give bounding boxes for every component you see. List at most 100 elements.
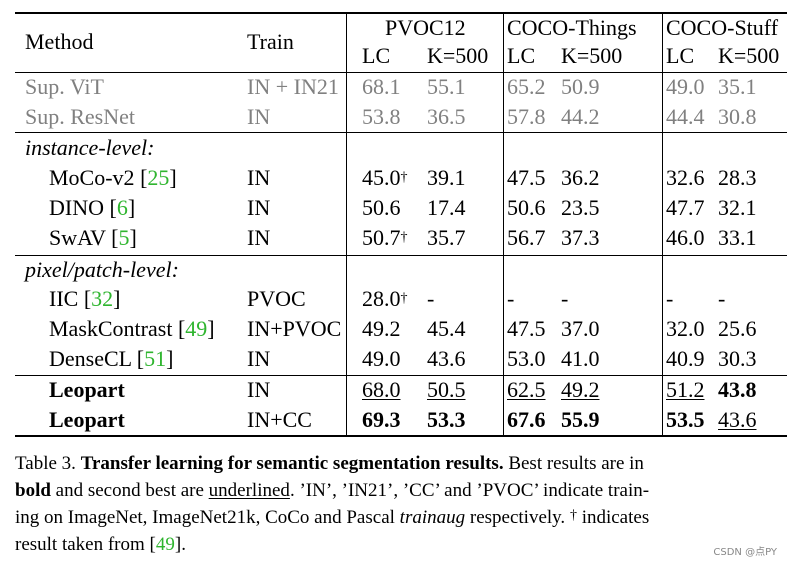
row-value: 35.1 (718, 74, 757, 99)
row-train: IN (247, 377, 271, 402)
row-value-second-best: 49.2 (561, 377, 600, 402)
row-train: IN (247, 104, 271, 129)
row-value: 45.4 (427, 316, 466, 341)
row-train: IN (247, 346, 271, 371)
row-value: 50.6 (507, 195, 546, 220)
caption-text: indicates (576, 507, 650, 528)
section-rule (15, 255, 787, 256)
row-value: 37.0 (561, 316, 600, 341)
row-value: 53.8 (362, 104, 401, 129)
caption-line: ing on ImageNet, ImageNet21k, CoCo and P… (15, 504, 767, 531)
header-sub: LC (666, 43, 695, 68)
row-value: 30.8 (718, 104, 757, 129)
row-value: 55.1 (427, 74, 466, 99)
row-value: - (561, 286, 569, 311)
row-value: 28.3 (718, 165, 757, 190)
row-train: IN (247, 195, 271, 220)
row-value: 68.1 (362, 74, 401, 99)
row-value: 44.2 (561, 104, 600, 129)
caption-text: Best results are in (503, 453, 644, 474)
row-method: Sup. ResNet (25, 104, 135, 129)
row-value: 36.5 (427, 104, 466, 129)
row-train: IN (247, 225, 271, 250)
header-sub: LC (507, 43, 536, 68)
row-value: 32.6 (666, 165, 705, 190)
dagger-mark: † (400, 170, 408, 185)
row-value: 50.6 (362, 195, 401, 220)
section-rule (15, 132, 787, 133)
caption-italic-word: trainaug (399, 507, 466, 528)
row-value: 65.2 (507, 74, 546, 99)
row-train: PVOC (247, 286, 306, 311)
caption-text: ]. (174, 534, 186, 555)
header-rule (15, 72, 787, 73)
citation-link[interactable]: 49 (155, 534, 175, 555)
caption-text: ing on ImageNet, ImageNet21k, CoCo and P… (15, 507, 400, 528)
row-value: 53.0 (507, 346, 546, 371)
row-value: 40.9 (666, 346, 705, 371)
header-train: Train (247, 29, 294, 54)
row-value: 49.0 (666, 74, 705, 99)
row-method: SwAV [5] (49, 225, 137, 250)
header-sub: K=500 (561, 43, 623, 68)
row-value-second-best: 62.5 (507, 377, 546, 402)
row-value: 50.9 (561, 74, 600, 99)
header-group-coco-stuff: COCO-Stuff (666, 15, 779, 40)
citation-link[interactable]: 5 (118, 225, 130, 250)
header-group-coco-things: COCO-Things (507, 15, 637, 40)
value: 45.0 (362, 165, 401, 190)
row-method: Sup. ViT (25, 74, 104, 99)
citation-link[interactable]: 49 (185, 316, 208, 341)
row-value: 39.1 (427, 165, 466, 190)
citation-link[interactable]: 6 (116, 195, 128, 220)
row-value-best: 53.5 (666, 407, 705, 432)
row-method: DINO [6] (49, 195, 136, 220)
row-method-ours: Leopart (49, 407, 125, 432)
row-value: - (507, 286, 515, 311)
row-value-second-best: 68.0 (362, 377, 401, 402)
row-method-ours: Leopart (49, 377, 125, 402)
row-value-second-best: 43.6 (718, 407, 757, 432)
row-value-second-best: 51.2 (666, 377, 705, 402)
caption-title: Transfer learning for semantic segmentat… (80, 453, 504, 474)
row-value: 47.7 (666, 195, 705, 220)
row-value: - (666, 286, 674, 311)
row-value: 43.6 (427, 346, 466, 371)
row-value: 28.0† (362, 285, 408, 313)
row-train: IN+CC (247, 407, 312, 432)
method-name: DINO (49, 195, 104, 220)
row-value: 50.7† (362, 224, 408, 252)
row-value-second-best: 50.5 (427, 377, 466, 402)
caption-text: and second best are (50, 480, 209, 501)
row-value: 49.2 (362, 316, 401, 341)
row-value-best: 69.3 (362, 407, 401, 432)
row-value: 23.5 (561, 195, 600, 220)
row-value-best: 67.6 (507, 407, 546, 432)
caption-label: Table 3. (15, 453, 76, 474)
caption-text: respectively. (465, 507, 570, 528)
row-value: 49.0 (362, 346, 401, 371)
row-value: 47.5 (507, 165, 546, 190)
citation-link[interactable]: 51 (144, 346, 167, 371)
citation-link[interactable]: 25 (147, 165, 170, 190)
citation-link[interactable]: 32 (91, 286, 114, 311)
row-value: 37.3 (561, 225, 600, 250)
dagger-mark: † (400, 230, 408, 245)
row-value: 41.0 (561, 346, 600, 371)
row-value: 32.0 (666, 316, 705, 341)
row-value: - (718, 286, 726, 311)
method-name: SwAV (49, 225, 106, 250)
table-caption: Table 3. Transfer learning for semantic … (15, 450, 767, 558)
dagger-mark: † (569, 508, 577, 523)
section-label-instance: instance-level: (25, 135, 155, 160)
caption-text: . ’IN’, ’IN21’, ’CC’ and ’PVOC’ indicate… (289, 480, 650, 501)
bottom-rule (15, 435, 787, 437)
header-sub: K=500 (718, 43, 780, 68)
row-train: IN (247, 165, 271, 190)
row-method: DenseCL [51] (49, 346, 174, 371)
caption-text: result taken from [ (15, 534, 156, 555)
top-rule (15, 12, 787, 14)
method-name: IIC (49, 286, 79, 311)
method-name: DenseCL (49, 346, 132, 371)
row-value: 45.0† (362, 164, 408, 192)
